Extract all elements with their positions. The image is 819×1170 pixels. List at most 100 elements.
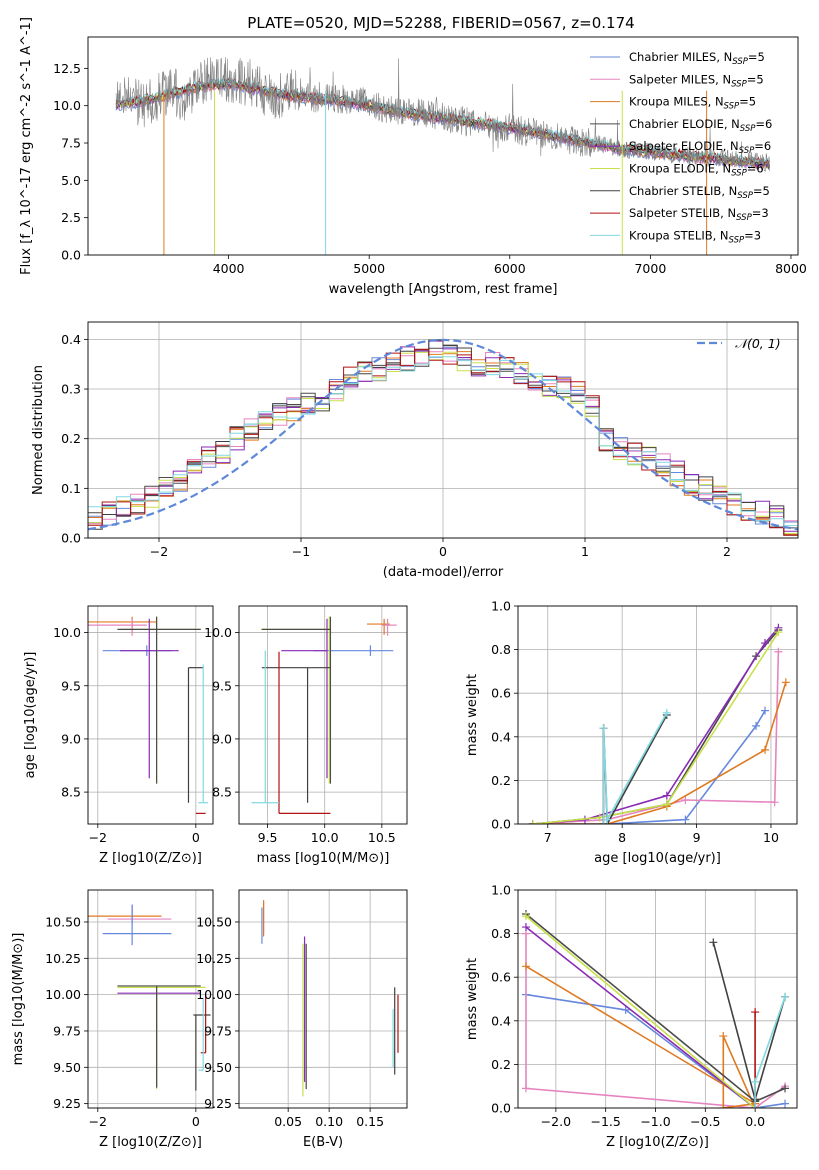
plus-marker (751, 1008, 760, 1017)
x-tick-label: 0.15 (356, 1114, 384, 1129)
plus-marker (781, 678, 790, 687)
y-tick-label: 0.4 (491, 1013, 511, 1028)
panels: 4000 5000 6000 7000 80000.02.55.07.510.012.5… (11, 17, 807, 1150)
plus-marker (521, 923, 530, 932)
histogram-step (88, 348, 798, 538)
panel-spectrum: 4000 5000 6000 7000 8000 0.0 2.5 5.0 7.5 10.0 12.5… (19, 17, 807, 297)
y-tick-label: 0.2 (61, 431, 81, 446)
y-tick-label: 9.5 (61, 678, 81, 693)
legend-subscript: SSP (740, 124, 756, 134)
plus-marker (709, 938, 718, 947)
plot-area (251, 616, 397, 814)
plus-marker (521, 912, 530, 921)
y-tick-label: 2.5 (61, 210, 81, 225)
x-tick-label: 7 (544, 830, 552, 845)
legend-label: 𝒩(0, 1) (735, 336, 781, 351)
axes-frame (517, 605, 798, 825)
x-tick-label: −1 (292, 544, 310, 559)
legend-text: Salpeter MILES, N (629, 72, 731, 86)
x-tick-label: 10 (763, 830, 779, 845)
y-tick-label: 0.0 (491, 817, 511, 832)
panel-mass-vs-Z: −2 0 9.25 9.50 9.75 10.00 10.25 10.50 Z [log10(Z… (11, 889, 214, 1150)
x-tick-label: 1 (581, 544, 589, 559)
y-axis-label: mass weight (465, 674, 480, 756)
legend-text: Chabrier ELODIE, N (629, 117, 740, 131)
legend-subscript: SSP (724, 102, 740, 112)
x-tick-label: 9.5 (258, 830, 278, 845)
panel-mass-weight-vs-age: 7 8 9 10 0.0 0.2 0.4 0.6 0.8 1.0 age [log10(age/yr… (465, 599, 798, 866)
y-tick-label: 9.50 (204, 1060, 232, 1075)
legend-label: Chabrier MILES, NSSP=5 (629, 50, 765, 67)
legend-label: Chabrier STELIB, NSSP=5 (629, 184, 770, 201)
plus-marker (719, 1104, 728, 1108)
y-tick-label: 0.0 (61, 248, 81, 263)
x-tick-label: 4000 (213, 261, 245, 276)
y-tick-label: 1.0 (491, 883, 511, 898)
plus-marker (770, 798, 779, 807)
x-axis-label: E(B-V) (303, 1135, 343, 1150)
y-axis-label: mass weight (465, 958, 480, 1040)
y-axis-label: Flux [f_λ 10^-17 erg cm^-2 s^-1 A^-1] (19, 17, 34, 275)
y-tick-label: 10.0 (204, 625, 232, 640)
x-tick-label: 0.05 (274, 1114, 302, 1129)
plus-marker (761, 706, 770, 715)
y-tick-label: 9.0 (212, 731, 232, 746)
legend-label: Salpeter MILES, NSSP=5 (629, 72, 764, 89)
x-tick-label: 0 (192, 1114, 200, 1129)
x-axis-label: mass [log10(M/M⊙)] (257, 851, 390, 866)
y-tick-label: 10.50 (196, 914, 232, 929)
y-tick-label: 10.25 (196, 951, 232, 966)
plus-marker (681, 815, 690, 824)
legend-text: Kroupa MILES, N (629, 95, 724, 109)
y-axis-label: Normed distribution (31, 365, 46, 495)
y-tick-label: 8.5 (61, 785, 81, 800)
legend-subscript: SSP (731, 169, 747, 179)
plus-marker (761, 639, 770, 648)
y-tick-label: 0.4 (491, 729, 511, 744)
y-tick-label: 10.0 (53, 625, 81, 640)
y-tick-label: 9.75 (204, 1023, 232, 1038)
mass-weight-line (532, 682, 787, 824)
x-tick-label: 6000 (494, 261, 526, 276)
plus-marker (528, 820, 537, 824)
panel-mass-vs-EBV: 0.05 0.10 0.15 9.25 9.50 9.75 10.00 10.25 10.50 E… (196, 889, 408, 1150)
y-tick-label: 0.8 (491, 926, 511, 941)
plus-marker (521, 962, 530, 971)
legend-suffix: =6 (754, 139, 771, 153)
x-tick-label: −2.0 (541, 1114, 571, 1129)
axes-frame (87, 605, 214, 825)
x-axis-label: (data-model)/error (383, 565, 504, 580)
legend-text: Chabrier MILES, N (629, 50, 732, 64)
y-tick-label: 0.3 (61, 382, 81, 397)
legend-label: Kroupa STELIB, NSSP=3 (629, 228, 761, 245)
plus-marker (521, 1084, 530, 1093)
x-axis-label: age [log10(age/yr)] (594, 851, 721, 866)
plus-marker (774, 628, 783, 637)
y-tick-label: 0.6 (491, 970, 511, 985)
plus-marker (662, 791, 671, 800)
x-tick-label: −2 (150, 544, 168, 559)
plus-marker (781, 992, 790, 1001)
legend-suffix: =6 (755, 117, 772, 131)
x-tick-label: −2 (89, 1114, 107, 1129)
plus-marker (595, 813, 604, 822)
legend-suffix: =5 (748, 50, 765, 64)
x-tick-label: 8000 (775, 261, 807, 276)
y-tick-label: 0.1 (61, 481, 81, 496)
plot-area (88, 904, 211, 1091)
y-tick-label: 9.5 (212, 678, 232, 693)
plot-area (261, 900, 399, 1097)
x-tick-label: −2 (89, 830, 107, 845)
y-tick-label: 10.00 (45, 987, 81, 1002)
y-tick-label: 9.0 (61, 731, 81, 746)
plus-marker (599, 724, 608, 733)
mass-weight-line (532, 629, 780, 824)
plot-area (88, 616, 209, 814)
legend-subscript: SSP (736, 213, 752, 223)
x-tick-label: 9 (693, 830, 701, 845)
x-axis-label: Z [log10(Z/Z⊙)] (606, 1135, 709, 1150)
x-tick-label: 10.0 (311, 830, 339, 845)
y-tick-label: 7.5 (61, 136, 81, 151)
axes-frame (517, 889, 798, 1109)
plus-marker (621, 1005, 630, 1014)
